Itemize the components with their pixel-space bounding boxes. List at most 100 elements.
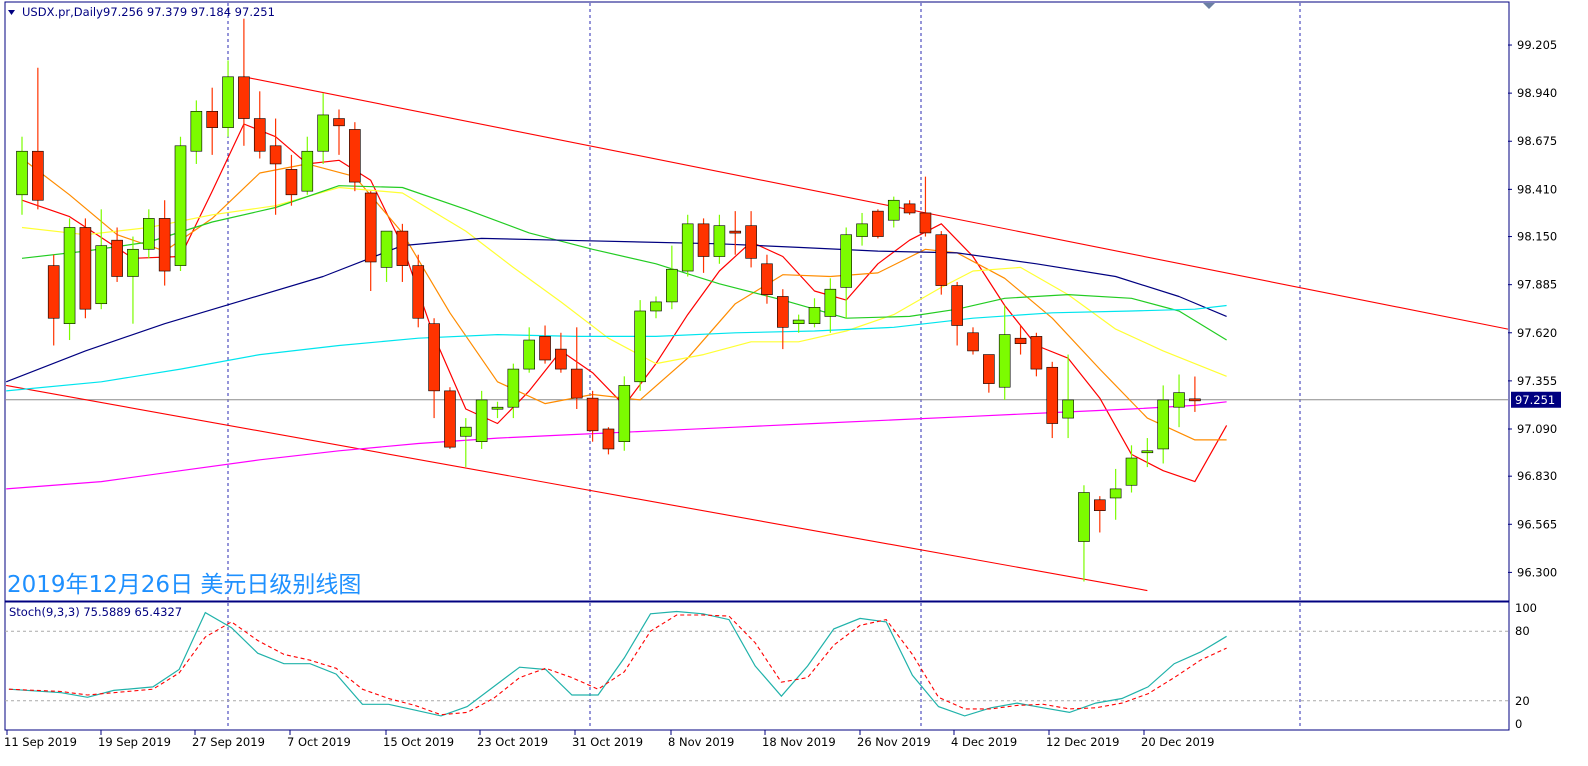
candle[interactable] bbox=[1125, 445, 1138, 493]
candle[interactable] bbox=[776, 289, 789, 350]
price-tick-label: 97.355 bbox=[1517, 374, 1557, 388]
moving-average-line[interactable] bbox=[21, 185, 1227, 341]
candle[interactable] bbox=[935, 231, 948, 295]
candle[interactable] bbox=[1141, 438, 1154, 468]
candle[interactable] bbox=[618, 376, 631, 451]
moving-averages bbox=[5, 123, 1228, 490]
candle[interactable] bbox=[127, 236, 139, 324]
moving-average-line[interactable] bbox=[6, 304, 1227, 392]
candle[interactable] bbox=[1189, 376, 1201, 412]
channel-line[interactable] bbox=[6, 384, 1148, 592]
candle[interactable] bbox=[539, 325, 551, 364]
candle[interactable] bbox=[856, 212, 868, 246]
candle-body bbox=[428, 323, 440, 392]
candle[interactable] bbox=[824, 278, 837, 333]
candle[interactable] bbox=[872, 209, 884, 239]
price-tick-label: 97.885 bbox=[1517, 278, 1557, 292]
candle[interactable] bbox=[238, 18, 250, 146]
moving-average-line[interactable] bbox=[21, 158, 1227, 441]
candle[interactable] bbox=[333, 109, 345, 155]
candle[interactable] bbox=[349, 122, 361, 192]
candle[interactable] bbox=[745, 211, 757, 268]
candle[interactable] bbox=[63, 218, 76, 341]
chart-shift-marker[interactable] bbox=[1203, 3, 1215, 9]
candle[interactable] bbox=[1173, 374, 1185, 428]
candle[interactable] bbox=[998, 305, 1011, 400]
candle-body bbox=[919, 212, 932, 234]
candle[interactable] bbox=[666, 245, 678, 310]
candle[interactable] bbox=[301, 136, 314, 195]
moving-average-line[interactable] bbox=[5, 237, 1227, 383]
candle[interactable] bbox=[317, 93, 329, 164]
candle[interactable] bbox=[475, 390, 488, 449]
candle[interactable] bbox=[1094, 496, 1106, 533]
candle[interactable] bbox=[570, 327, 583, 410]
candle[interactable] bbox=[459, 418, 472, 468]
candle[interactable] bbox=[396, 223, 409, 282]
candle[interactable] bbox=[1109, 468, 1122, 520]
candle[interactable] bbox=[32, 67, 44, 210]
candle[interactable] bbox=[364, 191, 377, 292]
candle[interactable] bbox=[380, 230, 393, 282]
candle[interactable] bbox=[190, 100, 203, 164]
candle-body bbox=[491, 406, 504, 410]
candle[interactable] bbox=[444, 387, 456, 449]
candle[interactable] bbox=[1062, 354, 1074, 439]
moving-average-line[interactable] bbox=[6, 401, 1227, 490]
candle[interactable] bbox=[428, 318, 440, 419]
candle[interactable] bbox=[253, 91, 266, 159]
candle[interactable] bbox=[285, 154, 298, 206]
candle[interactable] bbox=[967, 327, 979, 355]
candle[interactable] bbox=[555, 332, 567, 373]
candle[interactable] bbox=[919, 176, 932, 237]
candle[interactable] bbox=[951, 281, 963, 346]
candle[interactable] bbox=[95, 209, 108, 310]
candle[interactable] bbox=[158, 200, 171, 286]
candle[interactable] bbox=[1078, 485, 1090, 582]
candle[interactable] bbox=[111, 227, 123, 282]
candle[interactable] bbox=[697, 218, 710, 273]
candle[interactable] bbox=[840, 227, 853, 319]
candle[interactable] bbox=[143, 209, 155, 259]
candle[interactable] bbox=[983, 354, 995, 393]
date-tick-label: 18 Nov 2019 bbox=[762, 735, 836, 749]
candle[interactable] bbox=[412, 254, 425, 328]
candle-body bbox=[1030, 336, 1043, 370]
candle[interactable] bbox=[1014, 325, 1027, 355]
candle[interactable] bbox=[586, 390, 599, 442]
candle[interactable] bbox=[1030, 332, 1043, 377]
candle-body bbox=[872, 210, 884, 237]
stoch-signal-line[interactable] bbox=[8, 614, 1227, 716]
channel-line[interactable] bbox=[243, 76, 1509, 330]
symbol-label[interactable]: USDX.pr,Daily bbox=[22, 5, 103, 19]
candle[interactable] bbox=[713, 214, 726, 264]
candle-body bbox=[539, 336, 551, 361]
moving-average-line[interactable] bbox=[21, 186, 1227, 377]
candle[interactable] bbox=[491, 401, 504, 419]
candle[interactable] bbox=[1046, 361, 1059, 439]
candle[interactable] bbox=[602, 427, 615, 455]
candle[interactable] bbox=[681, 214, 694, 277]
candle[interactable] bbox=[808, 298, 821, 328]
candle[interactable] bbox=[729, 211, 742, 255]
candle[interactable] bbox=[16, 136, 28, 215]
candle-body bbox=[158, 218, 171, 272]
candle[interactable] bbox=[761, 254, 773, 304]
candle[interactable] bbox=[222, 60, 234, 137]
candle[interactable] bbox=[269, 118, 282, 215]
candle[interactable] bbox=[507, 363, 520, 419]
candle[interactable] bbox=[47, 254, 60, 346]
candle[interactable] bbox=[1157, 385, 1169, 464]
candle[interactable] bbox=[79, 218, 92, 319]
stoch-main-line[interactable] bbox=[8, 610, 1227, 717]
candle[interactable] bbox=[634, 300, 646, 391]
candle[interactable] bbox=[903, 200, 916, 215]
candle[interactable] bbox=[523, 327, 536, 373]
symbol-dropdown-icon[interactable] bbox=[8, 10, 15, 15]
candle[interactable] bbox=[792, 314, 805, 333]
candle[interactable] bbox=[650, 296, 662, 319]
candle[interactable] bbox=[887, 196, 900, 228]
candle[interactable] bbox=[174, 136, 187, 272]
candle[interactable] bbox=[206, 87, 218, 155]
candle-body bbox=[1109, 488, 1122, 499]
